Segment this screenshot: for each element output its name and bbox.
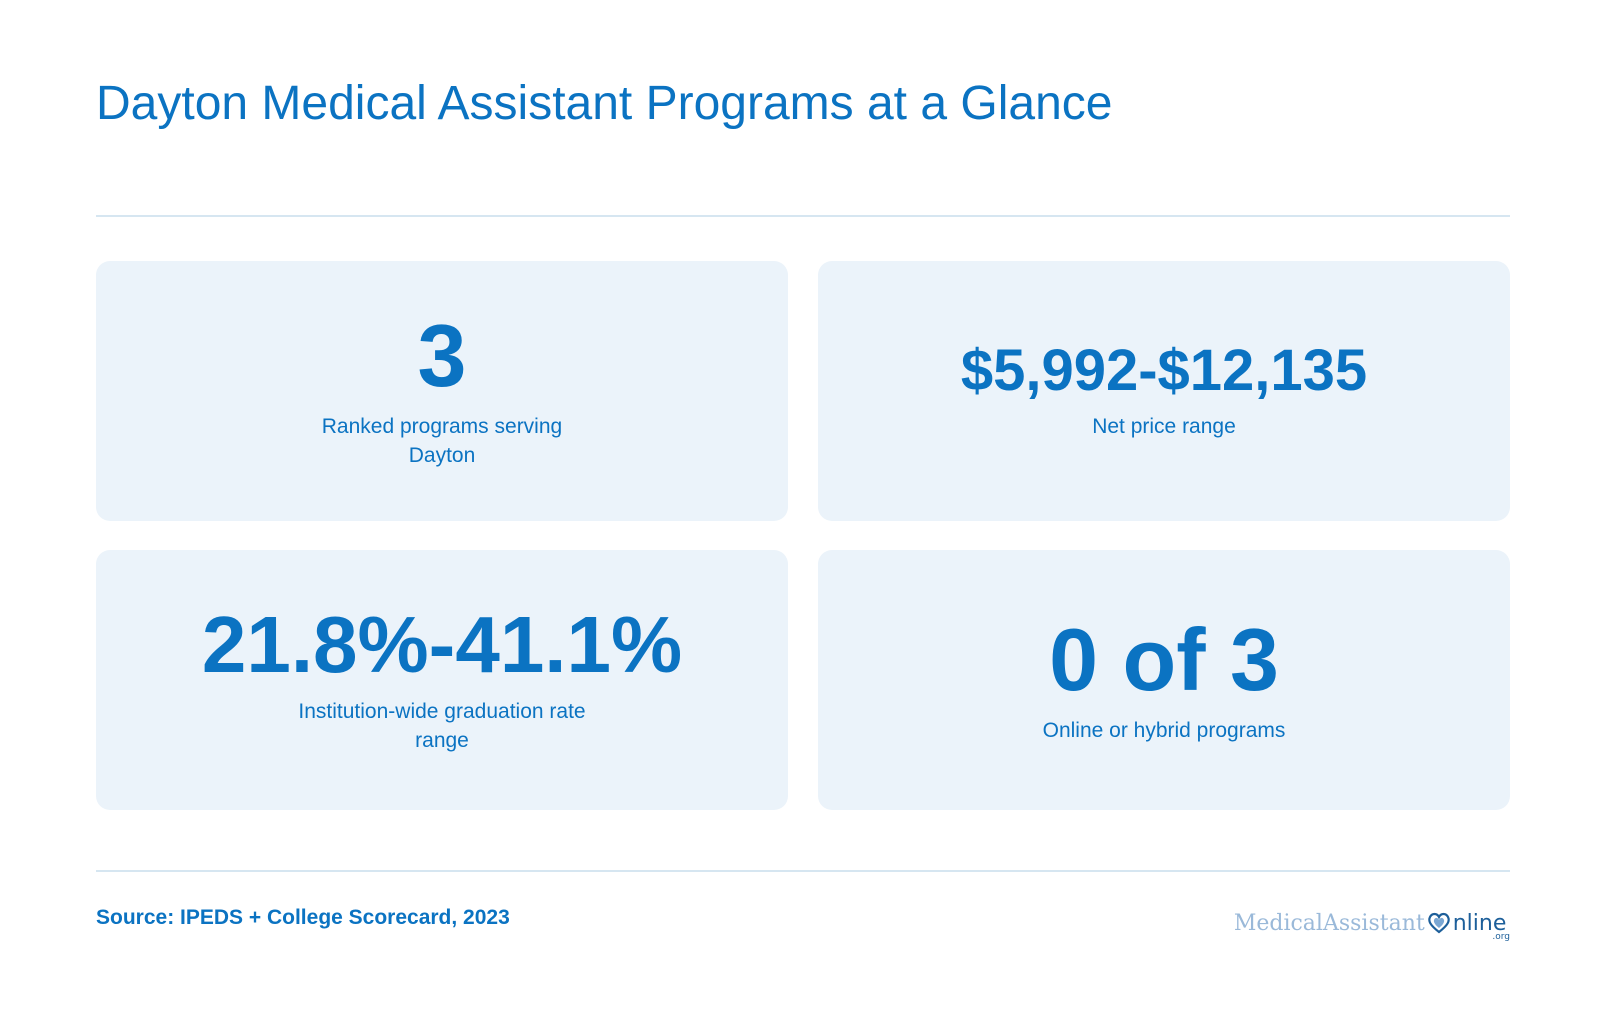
stat-label: Institution-wide graduation rate range <box>298 700 586 752</box>
page-title: Dayton Medical Assistant Programs at a G… <box>96 77 1113 130</box>
stat-card-net-price: $5,992-$12,135 Net price range <box>818 261 1510 521</box>
heart-stethoscope-icon <box>1426 910 1452 936</box>
bottom-divider <box>96 870 1510 872</box>
stat-card-online-programs: 0 of 3 Online or hybrid programs <box>818 550 1510 810</box>
stat-value: 3 <box>417 306 467 405</box>
stat-value: 21.8%-41.1% <box>201 600 683 689</box>
stat-value: $5,992-$12,135 <box>960 337 1368 403</box>
stat-card-programs: 3 Ranked programs serving Dayton <box>96 261 788 521</box>
stat-value: 0 of 3 <box>1049 609 1279 709</box>
stat-label: Ranked programs serving Dayton <box>321 415 563 467</box>
stat-label: Online or hybrid programs <box>1042 718 1286 742</box>
logo-text-secondary: nline <box>1452 911 1507 936</box>
stat-card-graduation-rate: 21.8%-41.1% Institution-wide graduation … <box>96 550 788 810</box>
logo-tld: .org <box>1492 932 1510 942</box>
brand-logo: MedicalAssistant nline .org <box>1233 910 1510 942</box>
stat-label: Net price range <box>1092 414 1236 438</box>
source-note: Source: IPEDS + College Scorecard, 2023 <box>96 906 510 929</box>
top-divider <box>96 215 1510 217</box>
logo-text-primary: MedicalAssistant <box>1233 911 1425 936</box>
